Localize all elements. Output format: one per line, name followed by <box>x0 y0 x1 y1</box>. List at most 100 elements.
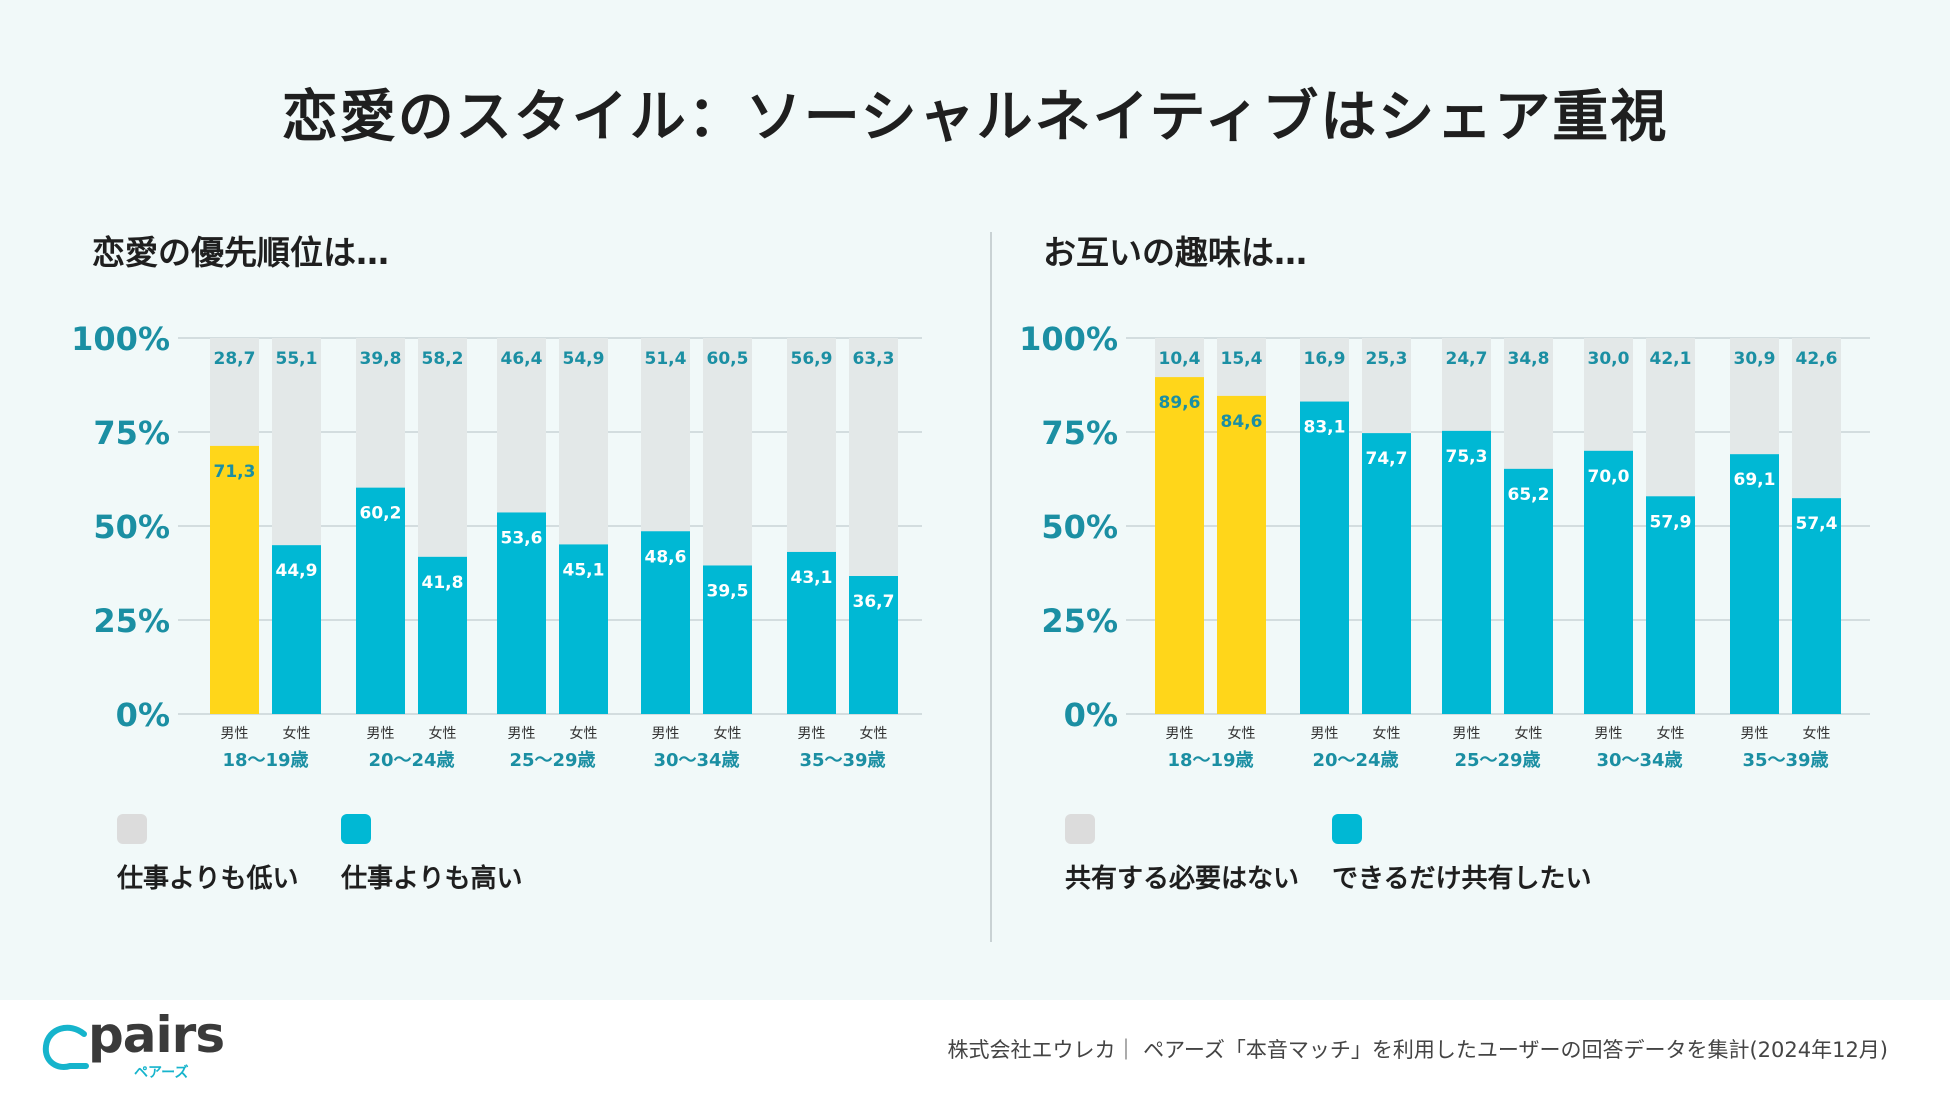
x-sub-label: 男性 <box>1166 726 1194 742</box>
bar-label-gray: 60,5 <box>707 349 749 369</box>
x-sub-label: 男性 <box>1595 726 1623 742</box>
x-sub-label: 女性 <box>860 725 888 742</box>
x-sub-label: 女性 <box>1515 725 1543 742</box>
x-sub-label: 女性 <box>1803 725 1831 742</box>
bar-label-value: 69,1 <box>1734 470 1776 490</box>
x-sub-label: 女性 <box>1228 725 1256 742</box>
legend-swatch-lower <box>117 814 147 844</box>
x-group-label: 35〜39歳 <box>1742 750 1828 771</box>
source-note: 株式会社エウレカ｜ ペアーズ「本音マッチ」を利用したユーザーの回答データを集計(… <box>947 1038 1889 1062</box>
x-sub-label: 女性 <box>429 725 457 742</box>
x-sub-label: 男性 <box>798 726 826 742</box>
bar-label-gray: 42,6 <box>1796 349 1838 369</box>
bar-value <box>1217 395 1266 714</box>
bar-value <box>272 545 321 714</box>
x-group-label: 30〜34歳 <box>1596 750 1682 771</box>
bar-value <box>1155 377 1204 714</box>
legend-swatch-share <box>1332 814 1362 844</box>
bar-label-gray: 24,7 <box>1446 349 1488 369</box>
bar-label-value: 43,1 <box>791 568 833 588</box>
bar-label-gray: 28,7 <box>214 349 256 369</box>
x-sub-label: 女性 <box>714 725 742 742</box>
bar-value <box>849 576 898 714</box>
bar-value <box>1504 468 1553 714</box>
bar-label-gray: 25,3 <box>1366 349 1408 369</box>
y-tick-label: 25% <box>93 602 170 640</box>
bar-label-gray: 34,8 <box>1508 349 1550 369</box>
bar-label-gray: 56,9 <box>791 349 833 369</box>
y-tick-label: 75% <box>93 414 170 452</box>
bar-label-gray: 15,4 <box>1221 349 1263 369</box>
x-sub-label: 男性 <box>221 726 249 742</box>
bar-label-value: 57,9 <box>1650 512 1692 532</box>
x-group-label: 18〜19歳 <box>1167 750 1253 771</box>
x-group-label: 18〜19歳 <box>222 750 308 771</box>
legend-label-no-need: 共有する必要はない <box>1065 864 1300 894</box>
bar-label-value: 60,2 <box>360 504 402 524</box>
bar-label-value: 41,8 <box>422 573 464 593</box>
x-group-label: 35〜39歳 <box>799 750 885 771</box>
bar-label-value: 83,1 <box>1304 418 1346 438</box>
bar-label-value: 39,5 <box>707 581 749 601</box>
x-sub-label: 男性 <box>1453 726 1481 742</box>
left-panel-title: 恋愛の優先順位は… <box>92 233 389 272</box>
y-tick-label: 0% <box>116 696 170 734</box>
x-sub-label: 男性 <box>652 726 680 742</box>
bar-label-value: 70,0 <box>1588 467 1630 487</box>
x-sub-label: 男性 <box>367 726 395 742</box>
bar-label-value: 48,6 <box>645 547 687 567</box>
bar-label-value: 57,4 <box>1796 514 1838 534</box>
legend-label-higher: 仕事よりも高い <box>341 864 523 894</box>
bar-label-value: 44,9 <box>276 561 318 581</box>
bar-label-gray: 55,1 <box>276 349 318 369</box>
pairs-logo-icon <box>42 1024 89 1070</box>
x-group-label: 30〜34歳 <box>653 750 739 771</box>
right-panel-title: お互いの趣味は… <box>1043 233 1307 272</box>
x-sub-label: 女性 <box>1373 725 1401 742</box>
y-tick-label: 0% <box>1064 696 1118 734</box>
x-sub-label: 男性 <box>1741 726 1769 742</box>
bar-value <box>559 544 608 714</box>
bar-label-gray: 42,1 <box>1650 349 1692 369</box>
x-sub-label: 男性 <box>508 726 536 742</box>
bar-value <box>1730 454 1779 714</box>
bar-label-gray: 16,9 <box>1304 349 1346 369</box>
bar-label-value: 45,1 <box>563 560 605 580</box>
bar-value <box>1362 433 1411 714</box>
legend-label-share: できるだけ共有したい <box>1332 864 1592 894</box>
bar-label-gray: 63,3 <box>853 349 895 369</box>
bar-label-gray: 30,9 <box>1734 349 1776 369</box>
y-tick-label: 100% <box>71 320 170 358</box>
x-group-label: 20〜24歳 <box>368 750 454 771</box>
footer-bar <box>0 1000 1950 1097</box>
bar-value <box>787 551 836 714</box>
x-sub-label: 女性 <box>1657 725 1685 742</box>
y-tick-label: 100% <box>1019 320 1118 358</box>
bar-value <box>1300 401 1349 714</box>
y-tick-label: 25% <box>1041 602 1118 640</box>
y-tick-label: 50% <box>93 508 170 546</box>
bar-label-value: 65,2 <box>1508 485 1550 505</box>
x-sub-label: 女性 <box>570 725 598 742</box>
bar-label-gray: 10,4 <box>1159 349 1201 369</box>
x-sub-label: 男性 <box>1311 726 1339 742</box>
bar-value <box>418 556 467 714</box>
legend-label-lower: 仕事よりも低い <box>117 864 299 894</box>
bar-label-gray: 51,4 <box>645 349 687 369</box>
bar-value <box>1442 430 1491 714</box>
bar-value <box>703 565 752 714</box>
left-bar-chart: 0% 25% 50% 75% 100% 28,7 71,3 男性 55,1 44,9 女性 18〜19… <box>71 320 922 771</box>
panel-divider <box>990 232 992 942</box>
bar-label-value: 74,7 <box>1366 449 1408 469</box>
bar-label-value: 36,7 <box>853 592 895 612</box>
bar-label-gray: 30,0 <box>1588 349 1630 369</box>
bar-value <box>497 512 546 714</box>
logo-text: pairs <box>88 1006 225 1064</box>
bar-value <box>1646 496 1695 714</box>
x-group-label: 20〜24歳 <box>1312 750 1398 771</box>
bar-value <box>356 487 405 714</box>
bar-value <box>1584 450 1633 714</box>
logo-subtext: ペアーズ <box>134 1065 189 1081</box>
bar-label-gray: 54,9 <box>563 349 605 369</box>
page-title: 恋愛のスタイル：ソーシャルネイティブはシェア重視 <box>281 85 1669 150</box>
